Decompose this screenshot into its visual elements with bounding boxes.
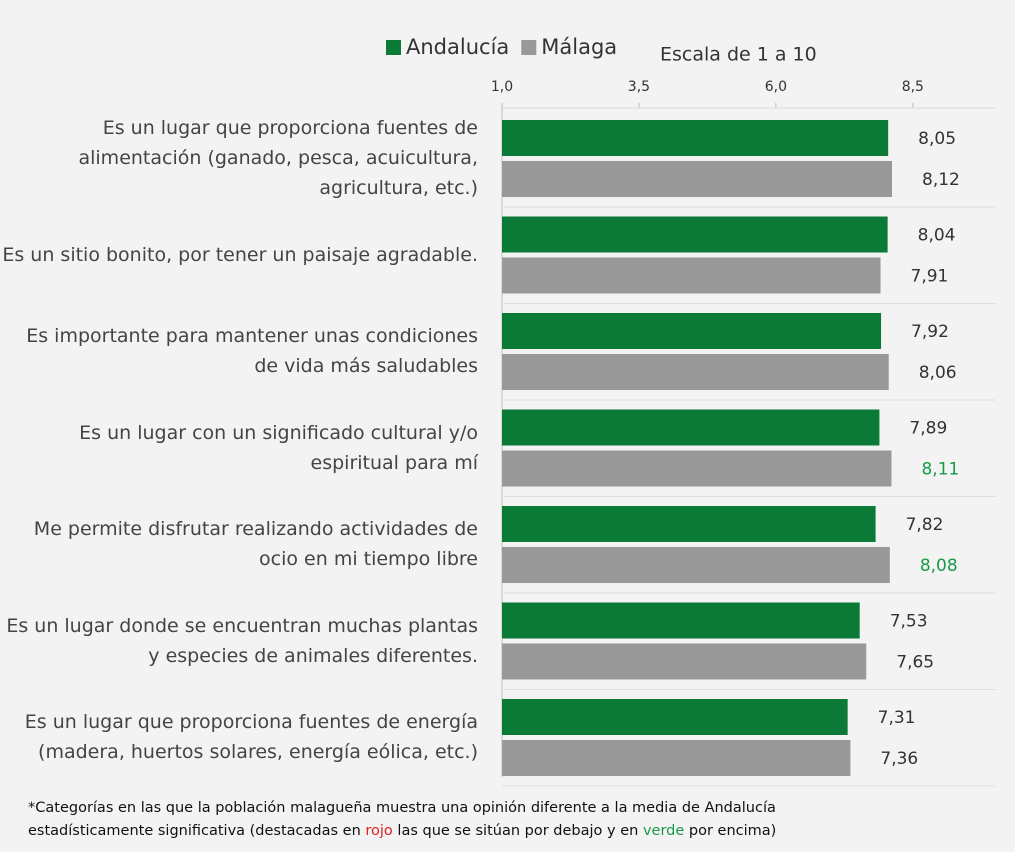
bar (502, 161, 893, 197)
category-label: Es importante para mantener unas condici… (26, 325, 478, 377)
note-highlight: verde (642, 823, 685, 839)
bar (502, 602, 860, 639)
axis-subtitle: Escala de 1 a 10 (660, 44, 817, 66)
category-label: Es un lugar con un significado cultural … (79, 421, 478, 474)
category-label-box: Es un sitio bonito, por tener un paisaje… (0, 209, 478, 301)
value-label: 7,82 (906, 515, 944, 535)
note-highlight: rojo (365, 823, 393, 839)
value-label: 7,92 (911, 322, 949, 342)
x-tick-label: 3,5 (628, 79, 650, 95)
bar (502, 313, 882, 349)
note-text: estadísticamente significativa (destacad… (28, 823, 366, 839)
bar (502, 547, 890, 583)
note-text: las que se sitúan por debajo y en (392, 823, 643, 839)
x-tick-label: 6,0 (765, 79, 787, 95)
category-label-box: Es un lugar donde se encuentran muchas p… (0, 595, 478, 687)
value-label: 7,91 (911, 267, 949, 287)
value-label: 7,31 (878, 708, 916, 728)
category-label: Me permite disfrutar realizando activida… (33, 518, 478, 570)
bar (502, 120, 889, 156)
bar (502, 257, 881, 294)
category-label: Es un sitio bonito, por tener un paisaje… (2, 243, 478, 266)
note-text: por encima) (684, 823, 777, 839)
legend-swatch (521, 40, 537, 55)
category-label: Es un lugar que proporciona fuentes de e… (24, 711, 478, 763)
category-label-box: Es un lugar que proporciona fuentes de e… (0, 691, 478, 783)
bar (502, 450, 892, 487)
value-label: 7,65 (896, 653, 934, 673)
footnote: *Categorías en las que la población mala… (28, 797, 776, 843)
x-tick-label: 8,5 (902, 79, 924, 95)
bar (502, 506, 876, 542)
value-label: 8,05 (918, 129, 956, 149)
category-label-box: Es un lugar que proporciona fuentes de a… (0, 112, 478, 204)
value-label: 8,08 (920, 556, 958, 576)
legend-label: Málaga (541, 35, 617, 59)
bar (502, 354, 889, 390)
legend-label: Andalucía (406, 35, 509, 59)
category-label-box: Es un lugar con un significado cultural … (0, 402, 478, 494)
bar (502, 409, 880, 446)
value-label: 7,36 (880, 749, 918, 769)
value-label: 7,53 (890, 612, 928, 632)
value-label: 8,06 (919, 363, 957, 383)
note-text: *Categorías en las que la población mala… (28, 800, 776, 816)
value-label: 7,89 (909, 419, 947, 439)
bar (502, 699, 848, 735)
x-tick-label: 1,0 (491, 79, 513, 95)
bar (502, 643, 867, 680)
category-label-box: Me permite disfrutar realizando activida… (0, 498, 478, 590)
value-label: 8,11 (921, 460, 959, 480)
legend-swatch (386, 40, 401, 55)
category-label-box: Es importante para mantener unas condici… (0, 305, 478, 397)
category-label: Es un lugar donde se encuentran muchas p… (6, 614, 478, 667)
category-label: Es un lugar que proporciona fuentes de a… (78, 117, 478, 199)
value-label: 8,12 (922, 170, 960, 190)
bar (502, 216, 888, 253)
bar (502, 740, 851, 776)
value-label: 8,04 (918, 226, 956, 246)
